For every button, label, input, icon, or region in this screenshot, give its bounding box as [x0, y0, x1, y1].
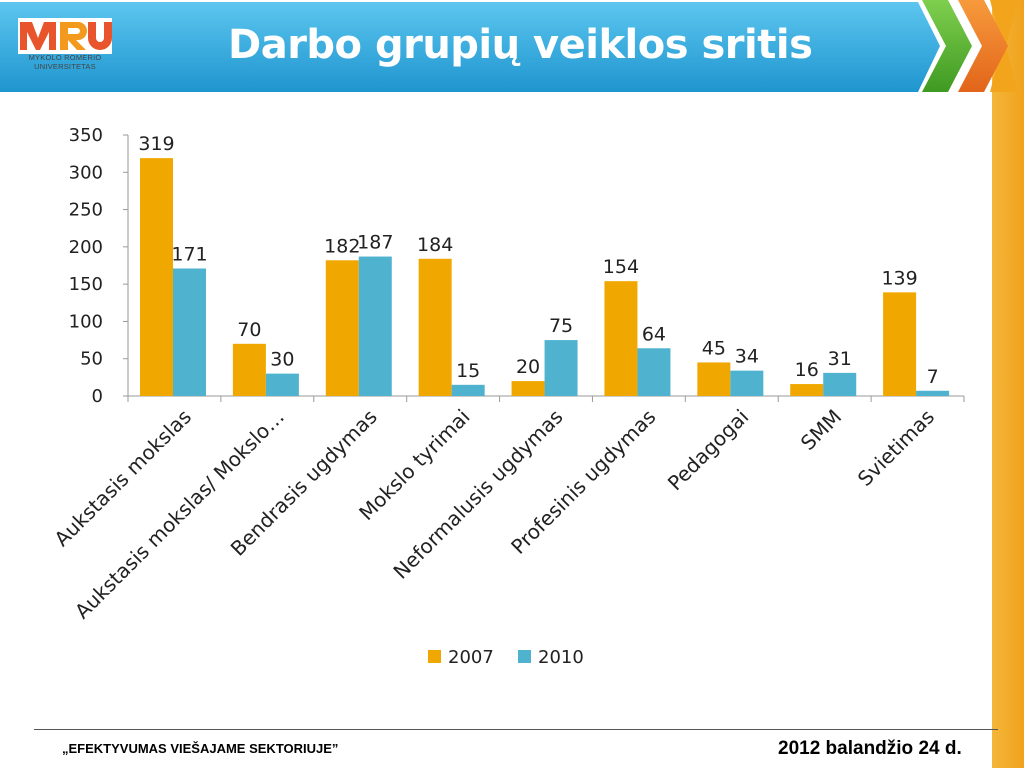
data-label-2010: 187 [357, 232, 393, 254]
y-tick-label: 200 [69, 237, 103, 258]
category-label: Pedagogai [663, 405, 754, 496]
logo-caption: MYKOLO ROMERIO UNIVERSITETAS [18, 53, 112, 71]
y-tick-label: 350 [69, 125, 103, 146]
bar-2010 [173, 268, 206, 396]
data-label-2007: 184 [417, 234, 453, 256]
y-tick-label: 250 [69, 200, 103, 221]
data-label-2010: 75 [549, 315, 573, 337]
bar-2010 [265, 373, 299, 396]
data-label-2010: 171 [171, 243, 207, 265]
legend-swatch-2010 [518, 650, 531, 663]
bar-2010 [544, 340, 578, 396]
data-label-2007: 45 [702, 337, 726, 359]
data-label-2007: 319 [138, 133, 174, 155]
data-label-2010: 34 [735, 346, 759, 368]
data-label-2007: 16 [795, 359, 819, 381]
bar-2010 [637, 348, 671, 396]
data-label-2010: 30 [270, 349, 294, 371]
y-tick-label: 50 [80, 349, 103, 370]
bar-2010 [358, 256, 392, 396]
bar-2007 [883, 292, 917, 396]
data-label-2007: 70 [237, 319, 261, 341]
data-label-2007: 139 [881, 267, 917, 289]
y-tick-label: 0 [92, 386, 103, 407]
footer-divider [34, 729, 998, 730]
legend-swatch-2007 [428, 650, 441, 663]
bar-2007 [325, 260, 359, 396]
right-accent-strip [992, 0, 1024, 768]
y-tick-label: 100 [69, 311, 103, 332]
orange-arrow-shape [958, 0, 1008, 92]
bar-2007 [232, 343, 266, 396]
header-banner: MYKOLO ROMERIO UNIVERSITETAS Darbo grupi… [0, 0, 1024, 100]
bar-2007 [697, 362, 731, 396]
bar-2010 [730, 370, 764, 396]
category-label: Svietimas [853, 405, 939, 491]
bar-2007 [604, 281, 638, 396]
bar-2007 [511, 381, 545, 396]
footer-date: 2012 balandžio 24 d. [778, 738, 962, 759]
footer-event-name: „EFEKTYVUMAS VIEŠAJAME SEKTORIUJE” [62, 741, 339, 756]
logo-line-1: MYKOLO ROMERIO [28, 53, 102, 62]
category-label: SMM [796, 405, 846, 455]
data-label-2007: 20 [516, 356, 540, 378]
mru-logo-mark [18, 18, 112, 54]
y-tick-label: 150 [69, 274, 103, 295]
bar-2010 [451, 384, 485, 396]
green-arrow-shape [922, 0, 972, 92]
bar-2010 [823, 372, 857, 396]
data-label-2010: 15 [456, 360, 480, 382]
legend-label-2007: 2007 [448, 647, 494, 668]
bar-2007 [790, 384, 824, 396]
mru-logo: MYKOLO ROMERIO UNIVERSITETAS [18, 18, 112, 78]
data-label-2010: 7 [927, 366, 939, 388]
y-tick-label: 300 [69, 162, 103, 183]
data-label-2007: 154 [603, 256, 639, 278]
logo-line-2: UNIVERSITETAS [34, 61, 96, 71]
slide-title: Darbo grupių veiklos sritis [228, 22, 813, 68]
bar-2010 [916, 390, 950, 396]
legend-label-2010: 2010 [538, 647, 584, 668]
bar-2007 [140, 158, 173, 396]
data-label-2010: 31 [828, 348, 852, 370]
category-label: Neformalusis ugdymas [388, 405, 567, 584]
bar-2007 [418, 258, 452, 396]
header-background [0, 0, 1018, 92]
data-label-2010: 64 [642, 323, 666, 345]
data-label-2007: 182 [324, 235, 360, 257]
